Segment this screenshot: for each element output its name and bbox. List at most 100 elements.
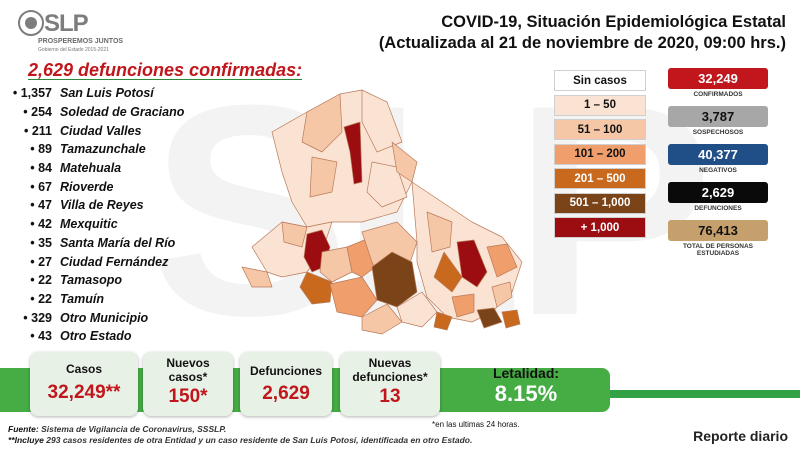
map-region-east-d (491, 281, 513, 308)
municipality-name: Tamazunchale (60, 142, 146, 157)
map-region-matehuala (343, 121, 363, 185)
logo-name: SLP (44, 10, 89, 37)
municipality-name: Rioverde (60, 179, 114, 194)
municipality-name: Santa María del Río (60, 235, 176, 250)
nuevos-casos-value: 150* (168, 386, 208, 407)
municipality-count: 22 (8, 273, 60, 287)
footnotes: Fuente: Sistema de Vigilancia de Coronav… (8, 424, 472, 446)
municipality-count: 47 (8, 198, 60, 212)
municipality-count: 329 (8, 311, 60, 325)
stat-label: TOTAL DE PERSONAS ESTUDIADAS (682, 243, 754, 257)
stat-label: CONFIRMADOS (693, 91, 743, 98)
municipality-name: Tamuín (60, 291, 104, 306)
letalidad-value: 8.15% (494, 381, 558, 406)
casos-label: Casos (65, 362, 103, 376)
map-region-south-a (361, 303, 403, 335)
state-choropleth-map (241, 89, 523, 335)
municipality-count: 27 (8, 255, 60, 269)
stat-value: 76,413 (668, 220, 768, 241)
defunciones-label: Defunciones (249, 364, 322, 378)
map-region-tamazunchale (476, 307, 503, 329)
reporte-diario: Reporte diario (693, 428, 788, 444)
municipality-name: San Luis Potosí (60, 86, 154, 101)
stat-label: SOSPECHOSOS (692, 129, 744, 136)
logo-subline: Gobierno del Estado 2015-2021 (38, 47, 109, 53)
legend-item: 101 – 200 (554, 143, 646, 165)
logo-tagline: PROSPEREMOS JUNTOS (38, 38, 124, 45)
defunciones-value: 2,629 (262, 383, 310, 404)
legend-item: 1 – 50 (554, 94, 646, 116)
municipality-count: 22 (8, 292, 60, 306)
municipality-name: Mexquitic (60, 217, 118, 232)
page-title: COVID-19, Situación Epidemiológica Estat… (379, 12, 786, 54)
map-region-north-d (366, 161, 408, 208)
stat-value: 32,249 (668, 68, 768, 89)
municipality-count: 67 (8, 180, 60, 194)
slp-logo: SLP PROSPEREMOS JUNTOS Gobierno del Esta… (18, 8, 128, 54)
nuevas-defunciones-label: Nuevas defunciones* (352, 356, 428, 384)
map-region-ciudad-valles (456, 239, 488, 288)
nuevos-casos-card: Nuevos casos* 150* (143, 352, 233, 416)
nuevas-defunciones-card: Nuevas defunciones* 13 (340, 352, 440, 416)
stat-value: 3,787 (668, 106, 768, 127)
stat-value: 2,629 (668, 182, 768, 203)
logo-mark-icon (18, 10, 44, 36)
defunciones-card: Defunciones 2,629 (240, 352, 332, 416)
map-region-north-c (309, 156, 338, 198)
map-region-north-b (361, 89, 403, 153)
map-region-center-b (299, 271, 333, 305)
last-24h-note: *en las ultimas 24 horas. (432, 420, 520, 429)
nuevos-casos-label: Nuevos casos* (166, 356, 210, 384)
letalidad-panel: Letalidad: 8.15% (446, 360, 606, 408)
municipality-name: Ciudad Fernández (60, 254, 169, 269)
title-line-2: (Actualizada al 21 de noviembre de 2020,… (378, 34, 786, 52)
casos-value: 32,249** (47, 382, 121, 403)
deaths-heading: 2,629 defunciones confirmadas: (28, 60, 303, 80)
legend-item: 51 – 100 (554, 119, 646, 140)
municipality-count: 42 (8, 217, 60, 231)
map-region-east-e (451, 293, 475, 318)
map-region-east-b (433, 251, 463, 293)
municipality-count: 89 (8, 142, 60, 156)
municipality-count: 43 (8, 329, 60, 343)
municipality-count: 254 (8, 105, 60, 119)
fuente-key: Fuente: (8, 424, 39, 434)
nuevas-defunciones-value: 13 (379, 386, 401, 407)
municipality-count: 84 (8, 161, 60, 175)
incluye-note: **Incluye 293 casos residentes de otra E… (8, 435, 472, 446)
legend-item: Sin casos (554, 70, 646, 91)
municipality-name: Ciudad Valles (60, 123, 142, 138)
legend-item: 201 – 500 (554, 168, 646, 189)
municipality-name: Villa de Reyes (60, 198, 144, 213)
map-region-east-a (426, 211, 453, 253)
municipality-count: 35 (8, 236, 60, 250)
title-line-1: COVID-19, Situación Epidemiológica Estat… (441, 13, 786, 31)
stat-label: NEGATIVOS (699, 167, 737, 174)
legend-item: 501 – 1,000 (554, 192, 646, 214)
legend-item: + 1,000 (554, 217, 646, 238)
map-region-north-a (301, 93, 343, 153)
map-legend: Sin casos 1 – 50 51 – 100 101 – 200 201 – 50… (554, 70, 646, 242)
stat-label: DEFUNCIONES (694, 205, 742, 212)
stats-panel: 32,249 CONFIRMADOS 3,787 SOSPECHOSOS 40,377 N… (668, 68, 768, 264)
map-region-center-a (319, 246, 353, 283)
fuente-note: Fuente: Sistema de Vigilancia de Coronav… (8, 424, 472, 435)
municipality-name: Matehuala (60, 161, 122, 176)
map-region-center-e (329, 276, 378, 318)
municipality-name: Otro Estado (60, 329, 132, 344)
map-region-east-g (501, 309, 521, 329)
